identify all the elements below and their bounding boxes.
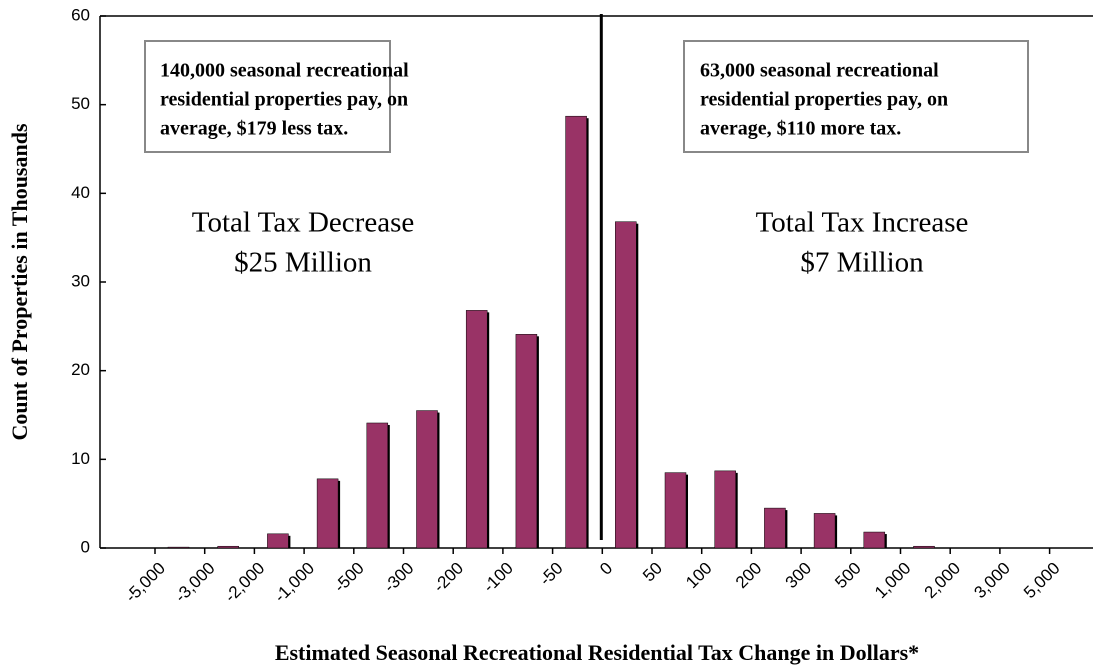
- x-tick-label: -5,000: [121, 559, 169, 607]
- bar: [465, 310, 488, 549]
- x-tick-label: 1,000: [871, 559, 915, 603]
- x-axis-title: Estimated Seasonal Recreational Resident…: [275, 640, 919, 665]
- bar: [615, 221, 637, 549]
- x-tick-label: -300: [380, 559, 417, 596]
- y-tick-label: 20: [71, 360, 90, 379]
- x-tick-label: -100: [479, 559, 516, 596]
- y-tick-label: 10: [71, 449, 90, 468]
- bar: [565, 115, 587, 549]
- annotation-box: [683, 40, 1029, 153]
- bar: [267, 533, 289, 549]
- annotation-text: average, $110 more tax.: [700, 118, 901, 140]
- bar: [913, 545, 935, 549]
- bar: [167, 546, 190, 549]
- x-tick-label: -500: [330, 559, 367, 596]
- x-tick-label: 0: [596, 559, 616, 579]
- annotation-text: residential properties pay, on: [160, 89, 408, 111]
- bar: [664, 472, 687, 549]
- x-tick-label: -2,000: [221, 559, 269, 607]
- bar: [813, 513, 836, 549]
- y-tick-label: 0: [81, 537, 90, 556]
- x-tick-label: 2,000: [921, 559, 965, 603]
- bar: [764, 507, 786, 549]
- x-tick-label: 500: [831, 559, 864, 592]
- x-tick-label: -3,000: [171, 559, 219, 607]
- annotation-text: 140,000 seasonal recreational: [160, 60, 409, 82]
- total-text: Total Tax Increase: [756, 207, 969, 239]
- x-tick-label: 100: [682, 559, 715, 592]
- x-tick-label: -50: [536, 559, 567, 590]
- annotation-text: residential properties pay, on: [700, 89, 948, 111]
- y-axis-title: Count of Properties in Thousands: [7, 123, 32, 440]
- bar: [416, 410, 438, 549]
- total-text: $25 Million: [234, 247, 372, 279]
- bar: [863, 531, 886, 549]
- x-tick-label: 3,000: [970, 559, 1014, 603]
- total-text: Total Tax Decrease: [192, 207, 414, 239]
- y-tick-label: 40: [71, 183, 90, 202]
- x-tick-label: 200: [732, 559, 765, 592]
- x-tick-label: 300: [782, 559, 815, 592]
- x-tick-label: 5,000: [1020, 559, 1064, 603]
- annotation-text: average, $179 less tax.: [160, 118, 348, 140]
- x-tick-label: -1,000: [271, 559, 319, 607]
- bar: [316, 478, 339, 549]
- x-tick-label: 50: [639, 559, 666, 586]
- bar: [714, 470, 736, 549]
- bar: [217, 545, 239, 549]
- y-tick-label: 60: [71, 5, 90, 24]
- y-tick-label: 30: [71, 271, 90, 290]
- annotation-text: 63,000 seasonal recreational: [700, 60, 939, 82]
- bar: [515, 334, 538, 549]
- bar: [366, 422, 389, 549]
- x-tick-label: -200: [430, 559, 467, 596]
- y-tick-label: 50: [71, 94, 90, 113]
- total-text: $7 Million: [800, 247, 924, 279]
- annotation-box: [144, 40, 391, 153]
